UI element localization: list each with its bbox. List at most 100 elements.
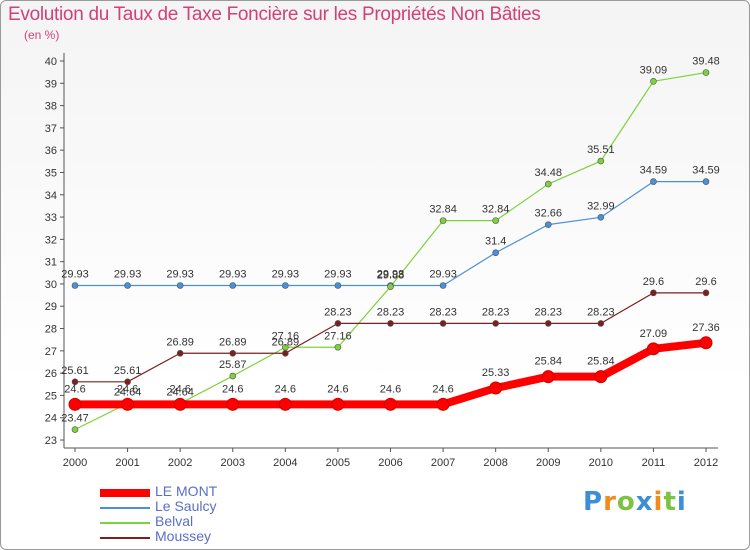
data-point-moussey	[229, 349, 237, 357]
data-point-le-mont	[278, 397, 292, 411]
data-label-moussey: 26.89	[272, 336, 300, 348]
data-label-le-saulcy: 29.93	[166, 269, 194, 281]
data-point-belval	[702, 69, 710, 76]
data-point-le-saulcy	[176, 282, 184, 289]
data-label-le-mont: 24.6	[64, 383, 85, 395]
data-label-belval: 27.16	[324, 330, 352, 342]
x-tick-label: 2011	[642, 457, 666, 469]
data-point-belval	[334, 343, 342, 351]
y-tick-label: 31	[45, 257, 57, 269]
series-line-belval	[74, 72, 707, 431]
data-label-moussey: 28.23	[377, 306, 405, 318]
data-label-moussey: 28.23	[534, 306, 562, 318]
data-label-moussey: 28.23	[482, 306, 510, 318]
data-point-le-mont	[68, 397, 82, 411]
data-point-moussey	[650, 289, 657, 297]
data-label-le-saulcy: 31.4	[485, 236, 506, 248]
y-tick-label: 25	[45, 390, 57, 402]
data-point-belval	[387, 283, 394, 290]
y-tick-label: 26	[45, 368, 57, 380]
chart-axes: 23 24 25 26 27 28 29 30 31 32 33 34 35 36 37 38 39 40 2000…	[45, 53, 718, 469]
data-point-le-mont	[594, 370, 608, 384]
data-label-belval: 32.84	[429, 204, 457, 216]
data-label-le-saulcy: 29.93	[272, 269, 300, 281]
y-tick-label: 36	[45, 145, 57, 157]
y-tick-label: 37	[45, 123, 57, 135]
x-tick-label: 2001	[115, 457, 139, 469]
data-label-le-mont: 24.6	[380, 383, 401, 395]
x-tick-label: 2004	[273, 457, 297, 469]
data-label-belval: 29.88	[377, 270, 405, 282]
data-point-le-mont	[646, 342, 660, 356]
data-point-le-saulcy	[334, 282, 342, 289]
data-point-le-saulcy	[124, 282, 131, 289]
data-label-le-mont: 24.6	[222, 383, 243, 395]
data-point-le-mont	[699, 336, 713, 350]
data-label-moussey: 26.89	[219, 336, 247, 348]
data-label-le-saulcy: 29.93	[429, 269, 457, 281]
data-label-le-mont: 24.6	[169, 383, 190, 395]
data-point-le-mont	[173, 397, 187, 411]
chart-data-labels: 29.93 29.93 29.93 29.93 29.93 29.93 29.93 29.93…	[61, 56, 720, 425]
legend-label-belval: Belval	[155, 513, 194, 529]
data-label-moussey: 28.23	[324, 306, 352, 318]
data-label-le-saulcy: 29.93	[324, 269, 352, 281]
data-label-le-saulcy: 29.93	[61, 269, 89, 281]
data-label-le-mont: 27.36	[692, 322, 720, 334]
x-tick-label: 2012	[694, 457, 718, 469]
data-label-belval: 39.48	[692, 56, 720, 68]
data-point-le-saulcy	[650, 178, 657, 185]
data-label-moussey: 25.61	[114, 365, 142, 377]
legend-label-le-mont: LE MONT	[155, 483, 218, 499]
data-label-le-mont: 25.33	[482, 367, 510, 379]
y-tick-label: 23	[45, 435, 57, 447]
y-tick-label: 28	[45, 324, 57, 336]
data-label-belval: 34.48	[534, 167, 562, 179]
x-tick-label: 2010	[589, 457, 613, 469]
data-label-le-saulcy: 29.93	[114, 269, 142, 281]
x-tick-label: 2006	[378, 457, 402, 469]
data-point-le-mont	[489, 381, 503, 395]
data-point-le-saulcy	[229, 282, 237, 289]
y-tick-label: 32	[45, 234, 57, 246]
chart-title: Evolution du Taux de Taxe Foncière sur l…	[8, 4, 541, 25]
data-label-le-saulcy: 34.59	[692, 165, 720, 177]
data-label-le-mont: 24.6	[432, 383, 453, 395]
y-tick-label: 38	[45, 101, 57, 113]
data-label-belval: 23.47	[61, 413, 89, 425]
data-point-belval	[229, 372, 237, 380]
data-point-belval	[650, 77, 657, 85]
data-point-le-mont	[541, 370, 555, 384]
data-point-moussey	[597, 320, 605, 327]
data-label-belval: 24.64	[166, 386, 194, 398]
y-tick-label: 24	[45, 413, 57, 425]
data-label-belval: 39.09	[640, 64, 668, 76]
data-point-le-saulcy	[282, 282, 289, 289]
data-point-belval	[492, 217, 499, 224]
data-point-moussey	[282, 349, 289, 357]
x-tick-label: 2000	[63, 457, 87, 469]
y-tick-label: 40	[45, 56, 57, 68]
x-tick-label: 2007	[431, 457, 455, 469]
data-label-le-mont: 24.6	[117, 383, 138, 395]
data-label-moussey: 25.61	[61, 365, 89, 377]
x-tick-label: 2008	[483, 457, 507, 469]
data-point-le-mont	[331, 397, 345, 411]
data-label-moussey: 29.6	[695, 276, 716, 288]
data-point-le-saulcy	[544, 221, 552, 228]
data-label-belval: 24.64	[114, 386, 142, 398]
x-tick-label: 2005	[326, 457, 350, 469]
data-label-moussey: 28.23	[587, 306, 615, 318]
data-point-moussey	[544, 320, 552, 327]
y-tick-label: 27	[45, 346, 57, 358]
data-label-le-saulcy: 29.93	[219, 269, 247, 281]
x-tick-label: 2003	[221, 457, 245, 469]
legend-swatch-belval	[100, 521, 150, 524]
data-label-le-mont: 24.6	[327, 383, 348, 395]
data-point-le-mont	[384, 397, 397, 411]
data-label-moussey: 29.6	[643, 276, 664, 288]
data-point-moussey	[439, 320, 447, 327]
legend-swatch-le-saulcy	[100, 506, 150, 509]
